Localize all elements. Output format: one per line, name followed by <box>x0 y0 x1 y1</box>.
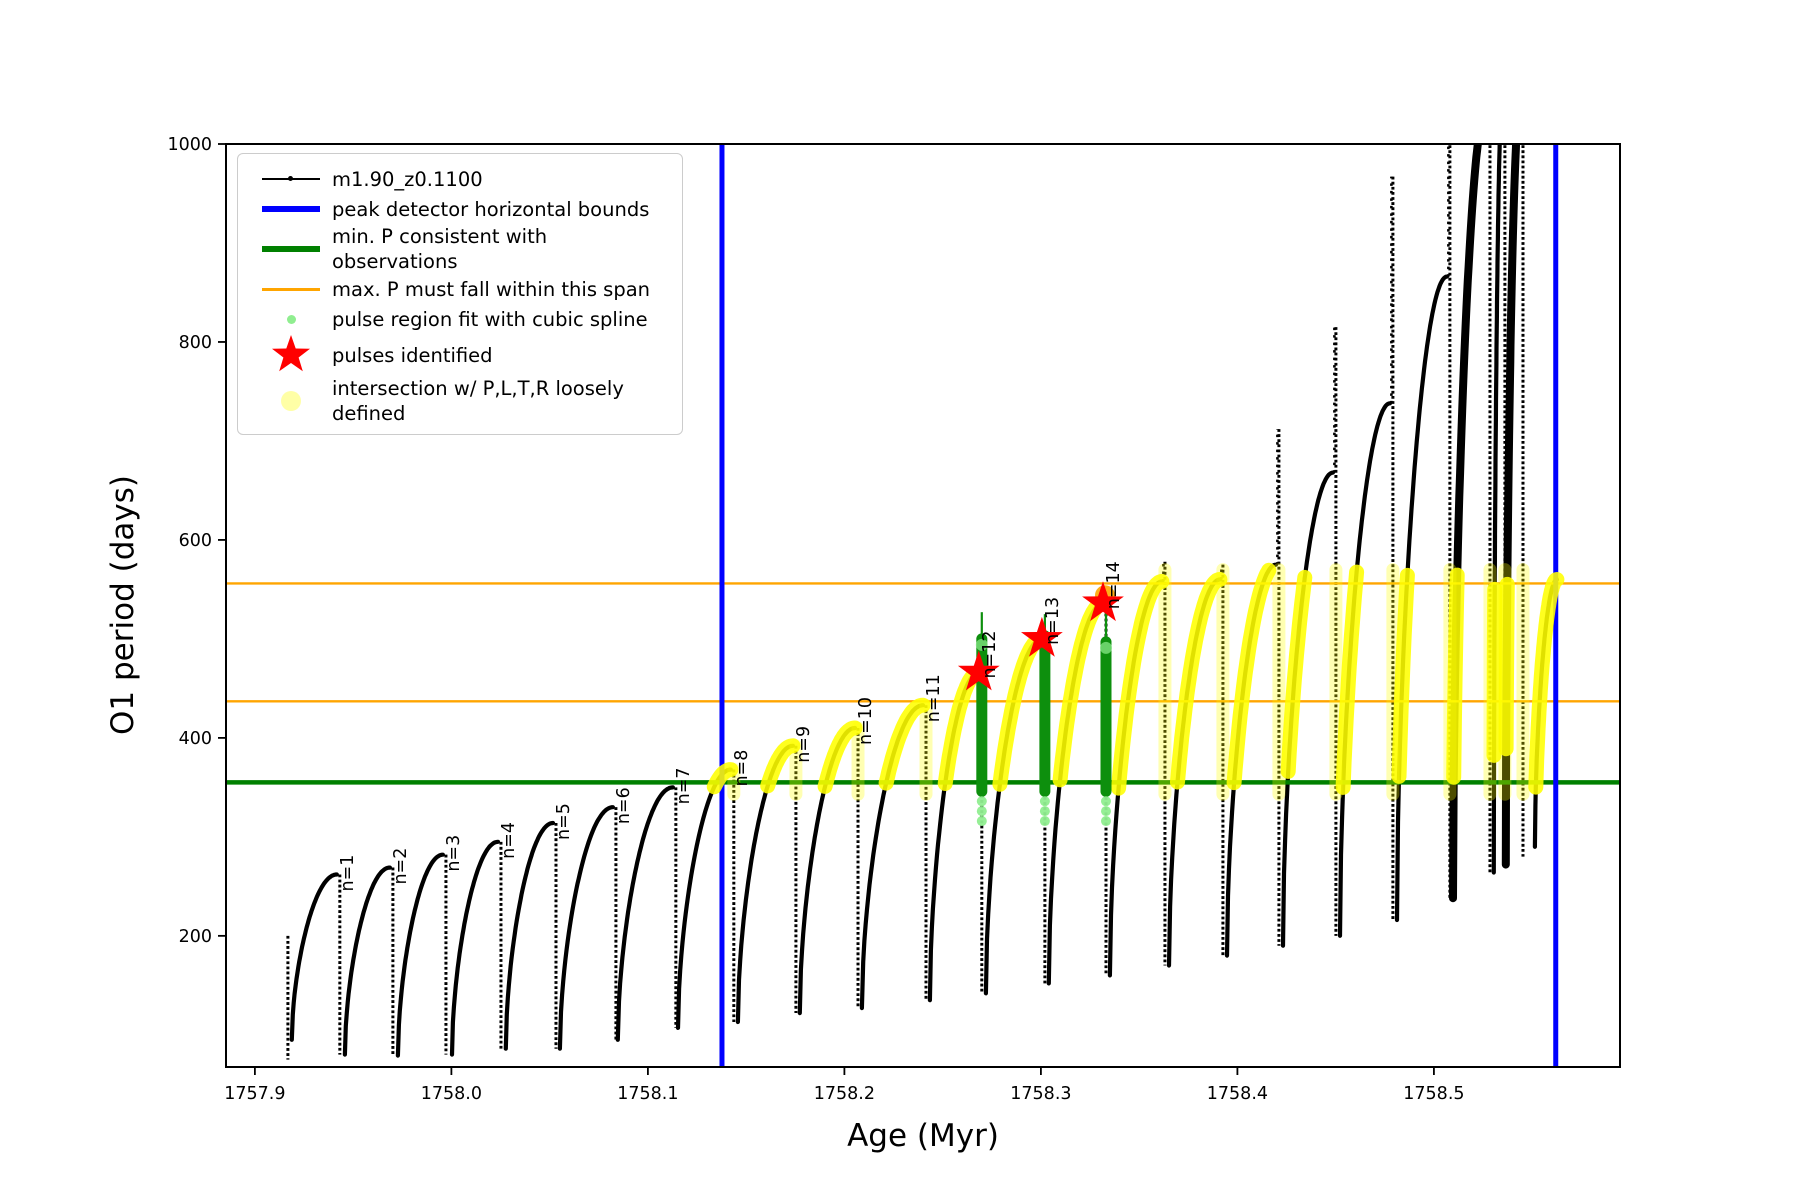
red-stars <box>957 581 1124 691</box>
cycle-label: n=12 <box>980 631 1000 679</box>
pulse-region-dot <box>1039 796 1050 807</box>
legend-item-label: m1.90_z0.1100 <box>332 167 483 191</box>
pulse-region-dot <box>976 816 987 827</box>
series-line-swatch <box>250 176 332 182</box>
x-axis-ticks: 1757.9 1758.0 1758.1 1758.2 1758.3 1758.4 1758… <box>224 1067 1465 1104</box>
pulse-region-dot-swatch <box>250 314 332 324</box>
cycle-label: n=9 <box>794 726 814 763</box>
pulse-region-dot <box>976 796 987 807</box>
cycle-label: n=13 <box>1043 597 1063 645</box>
legend-item: m1.90_z0.1100 <box>250 164 670 194</box>
pulse-region-dot <box>976 806 987 817</box>
cycle-label: n=2 <box>391 848 411 885</box>
pulse-star <box>1021 616 1063 657</box>
x-tick-label: 1758.5 <box>1403 1084 1464 1104</box>
cycle-label: n=10 <box>856 697 876 745</box>
thick-line-swatch <box>250 206 332 212</box>
pulse-region-dot <box>1100 806 1111 817</box>
cycle-label: n=7 <box>674 767 694 804</box>
x-tick-label: 1757.9 <box>224 1084 285 1104</box>
pulse-region-dot <box>1039 806 1050 817</box>
yellow-intersections <box>706 562 1565 801</box>
legend-item-label: intersection w/ P,L,T,R loosely defined <box>332 377 624 425</box>
legend-item-label: max. P must fall within this span <box>332 277 651 301</box>
x-tick-label: 1758.1 <box>617 1084 678 1104</box>
pulse-star <box>1082 581 1124 622</box>
pulse-star <box>957 650 1000 691</box>
legend-item: pulse region fit with cubic spline <box>250 304 670 334</box>
cycle-label: n=14 <box>1104 561 1124 609</box>
legend-item: pulses identified <box>250 334 670 376</box>
intersection-dot-swatch <box>250 391 332 411</box>
x-tick-label: 1758.2 <box>814 1084 875 1104</box>
legend-item: min. P consistent with observations <box>250 224 670 274</box>
pulse-region-dot <box>1100 796 1111 807</box>
x-tick-label: 1758.3 <box>1010 1084 1071 1104</box>
cycle-label: n=4 <box>499 822 519 859</box>
plot-border <box>225 143 1621 1068</box>
legend-item-label: pulses identified <box>332 343 493 367</box>
x-tick-label: 1758.0 <box>421 1084 482 1104</box>
legend-item: peak detector horizontal bounds <box>250 194 670 224</box>
cycle-label: n=11 <box>924 674 944 722</box>
cycle-label: n=6 <box>614 787 634 824</box>
cycle-labels: n=1 n=2 n=3 n=4 n=5 n=6 n=7 n=8 n=9 n=10 n=11 n=12 n… <box>338 561 1124 891</box>
y-tick-label: 1000 <box>167 135 212 155</box>
legend-item: max. P must fall within this span <box>250 274 670 304</box>
pulse-region-dot <box>1039 816 1050 827</box>
y-axis-label: O1 period (days) <box>105 475 141 735</box>
y-tick-label: 600 <box>179 531 212 551</box>
x-tick-label: 1758.4 <box>1207 1084 1268 1104</box>
cycle-label: n=3 <box>444 835 464 872</box>
pulse-region-dot <box>1100 816 1111 827</box>
legend-item-label: pulse region fit with cubic spline <box>332 307 648 331</box>
y-tick-label: 400 <box>179 729 212 749</box>
legend-item-label: min. P consistent with observations <box>332 225 548 273</box>
thin-line-swatch <box>250 287 332 291</box>
thick-line-swatch <box>250 246 332 252</box>
cycle-label: n=5 <box>554 803 574 840</box>
y-axis-ticks: 200 400 600 800 1000 <box>167 135 226 947</box>
cycle-label: n=1 <box>338 855 358 892</box>
cycle-label: n=8 <box>732 750 752 787</box>
legend-item: intersection w/ P,L,T,R loosely defined <box>250 376 670 426</box>
legend-item-label: peak detector horizontal bounds <box>332 197 650 221</box>
y-tick-label: 200 <box>179 927 212 947</box>
star-swatch <box>250 334 332 376</box>
y-tick-label: 800 <box>179 333 212 353</box>
x-axis-label: Age (Myr) <box>847 1118 999 1154</box>
